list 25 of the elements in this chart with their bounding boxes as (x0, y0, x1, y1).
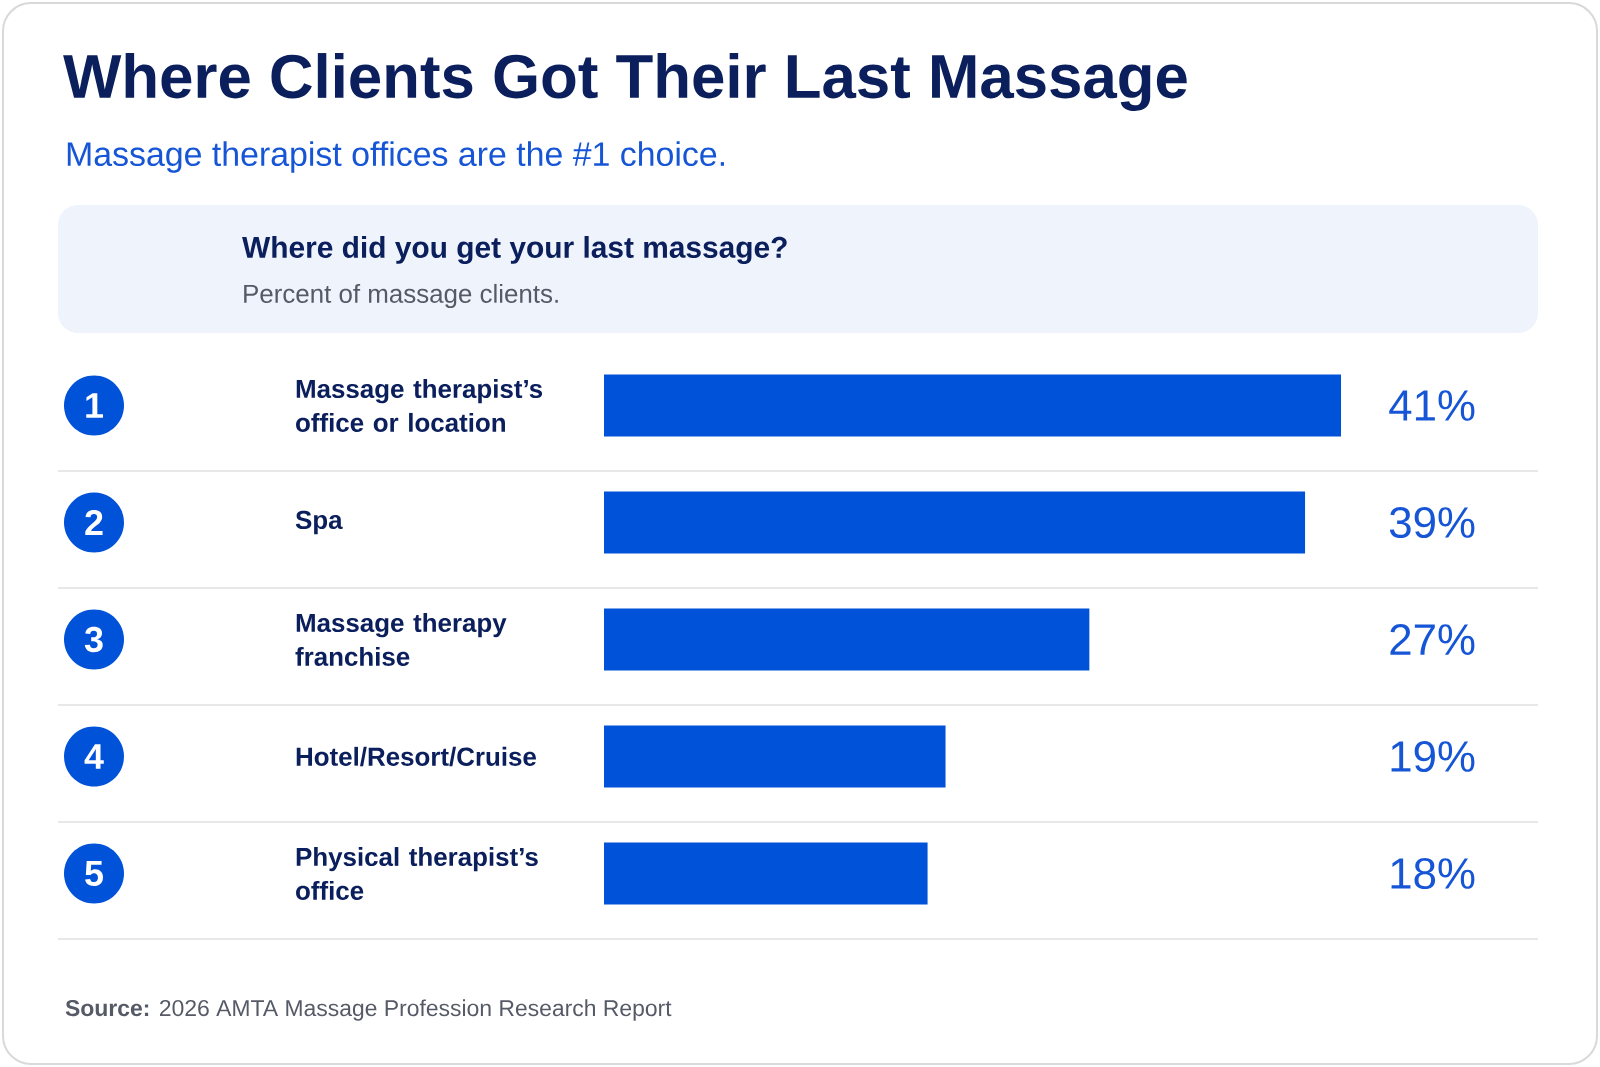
y-tick-label: Physical therapist’s office (296, 847, 538, 900)
data-label: 41% (1389, 390, 1475, 421)
data-label: 27% (1390, 624, 1475, 655)
text: Where did you get your last massage? (242, 236, 787, 265)
chart-title: Where Clients Got Their Last Massage (63, 53, 1187, 111)
y-tick-label: Massage therapist’s office or location (296, 379, 543, 432)
text: 1 (86, 393, 103, 418)
text: Source: 2026 AMTA Massage Profession Research Report (65, 999, 672, 1021)
y-tick-label: Massage therapy franchise (295, 613, 507, 666)
text: Percent of massage clients. (244, 283, 558, 309)
chart-subtitle: Massage therapist offices are the #1 choice. (67, 141, 724, 173)
data-label: 18% (1391, 857, 1475, 890)
text: 3 (84, 626, 103, 653)
y-tick-label: Spa (295, 510, 343, 535)
data-label: 39% (1389, 506, 1475, 539)
bar (604, 725, 946, 788)
bar (604, 608, 1090, 671)
text: 2 (85, 509, 103, 536)
bar (604, 491, 1306, 554)
data-label: 19% (1391, 740, 1475, 773)
text: 4 (84, 744, 104, 769)
bar (604, 842, 928, 905)
text: 5 (85, 860, 103, 887)
y-tick-label: Hotel/Resort/Cruise (296, 746, 536, 767)
bar (604, 374, 1342, 437)
